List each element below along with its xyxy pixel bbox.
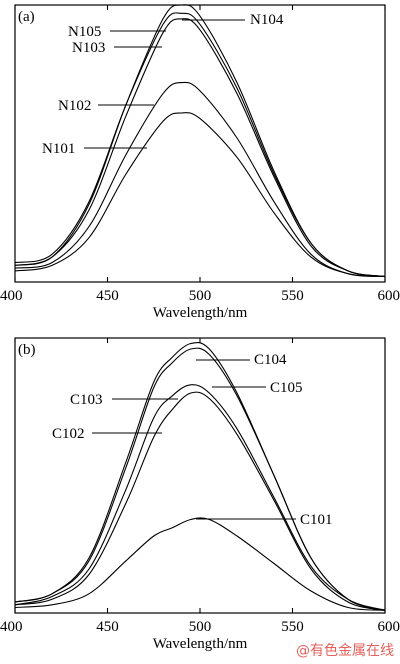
x-tick-label: 550 [281, 619, 304, 635]
series-label-n105: N105 [68, 24, 101, 40]
series-line-c101 [14, 517, 386, 611]
x-tick-label: 400 [0, 619, 23, 635]
x-tick-label: 400 [0, 288, 23, 304]
series-label-c105: C105 [270, 380, 303, 396]
x-tick-label: 450 [96, 619, 119, 635]
series-line-n105 [14, 12, 386, 278]
chart-panel-a: (a)400 450 500 550 600Wavelength/nmN104N105N… [0, 4, 400, 321]
series-label-c102: C102 [52, 426, 85, 442]
panel-label: (b) [18, 342, 36, 358]
plot-frame [14, 337, 386, 614]
series-line-n103 [14, 18, 386, 278]
x-axis-title: Wavelength/nm [153, 305, 248, 321]
series-label-n101: N101 [42, 141, 75, 157]
series-line-c105 [14, 347, 386, 611]
series-label-n104: N104 [250, 12, 284, 28]
series-label-n102: N102 [58, 98, 91, 114]
series-line-c102 [14, 391, 386, 611]
series-label-c101: C101 [300, 512, 333, 528]
panel-label: (a) [18, 9, 35, 25]
series-line-c104 [14, 341, 386, 611]
x-tick-label: 600 [378, 619, 400, 635]
series-label-n103: N103 [72, 40, 105, 56]
x-tick-label: 500 [189, 619, 212, 635]
watermark-text: @有色金属在线 [296, 643, 394, 659]
series-line-c103 [14, 384, 386, 611]
series-label-c104: C104 [254, 352, 287, 368]
series-line-n101 [14, 112, 386, 278]
x-tick-label: 600 [378, 288, 400, 304]
x-axis-title: Wavelength/nm [153, 636, 248, 652]
chart-panel-b: (b) 400 450 500 550 600 Wavelength/nm C104 C105 C… [0, 337, 400, 652]
series-line-n102 [14, 81, 386, 278]
series-label-c103: C103 [70, 392, 103, 408]
x-tick-label: 550 [281, 288, 304, 304]
x-tick-label: 450 [96, 288, 119, 304]
x-tick-label: 500 [189, 288, 212, 304]
